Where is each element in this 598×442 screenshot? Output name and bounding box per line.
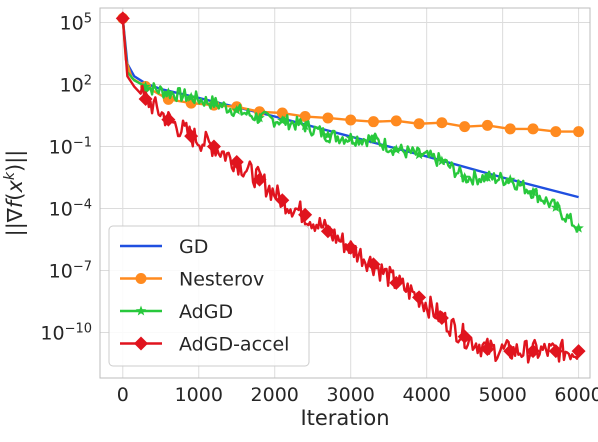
data-point-adgd-accel: [343, 240, 358, 255]
legend-box: [108, 225, 310, 367]
legend-item-gd: GD: [120, 236, 208, 258]
data-point-adgd-accel: [366, 257, 381, 272]
data-point-adgd-accel: [526, 344, 541, 359]
data-point-nesterov: [527, 123, 539, 135]
data-point-adgd: [368, 133, 379, 144]
data-point-adgd: [573, 222, 584, 233]
data-point-adgd: [299, 120, 311, 131]
data-point-adgd: [413, 149, 425, 160]
data-point-nesterov: [504, 123, 516, 135]
data-point-nesterov: [322, 112, 334, 124]
data-point-nesterov: [436, 117, 448, 129]
data-point-adgd-accel: [298, 207, 313, 222]
data-point-adgd-accel: [389, 275, 404, 290]
legend-label: AdGD-accel: [179, 334, 289, 356]
data-point-adgd: [185, 91, 197, 102]
data-point-adgd-accel: [115, 11, 130, 26]
data-point-adgd: [527, 186, 539, 197]
series-adgd: [117, 12, 584, 233]
data-point-adgd: [505, 174, 516, 185]
legend: GD Nesterov AdGD AdGD-accel: [108, 225, 310, 367]
series-layer: [115, 11, 586, 364]
x-tick-label: 2000: [251, 384, 299, 406]
legend-marker: [135, 305, 147, 316]
data-point-nesterov: [367, 116, 379, 128]
x-tick-label: 6000: [554, 384, 598, 406]
data-point-adgd-accel: [412, 290, 427, 305]
y-tick-label: 105: [60, 11, 92, 35]
data-point-adgd: [208, 97, 220, 108]
grid: [100, 8, 590, 378]
data-point-nesterov: [573, 126, 585, 138]
data-point-adgd-accel: [457, 329, 472, 344]
data-point-adgd: [345, 132, 356, 143]
data-point-adgd-accel: [320, 224, 335, 239]
y-tick-label: 10−7: [49, 259, 92, 283]
legend-item-adgd-accel: AdGD-accel: [120, 334, 289, 356]
data-point-adgd-accel: [206, 139, 221, 154]
x-tick-label: 0: [117, 384, 129, 406]
series-nesterov: [117, 12, 585, 138]
y-tick-label: 10−1: [49, 135, 92, 159]
legend-label: AdGD: [179, 301, 233, 323]
data-point-adgd-accel: [480, 342, 495, 357]
data-point-adgd: [482, 172, 493, 182]
data-point-adgd: [550, 201, 562, 212]
x-tick-label: 3000: [327, 384, 375, 406]
data-point-adgd-accel: [252, 172, 267, 187]
data-point-adgd-accel: [161, 112, 176, 127]
x-axis-label: Iteration: [300, 406, 389, 430]
x-tick-label: 1000: [175, 384, 223, 406]
data-point-nesterov: [550, 126, 562, 138]
data-point-adgd: [140, 81, 151, 91]
data-point-nesterov: [481, 119, 493, 131]
data-point-adgd: [277, 115, 288, 126]
data-point-adgd: [391, 144, 402, 155]
data-point-adgd: [163, 87, 174, 98]
series-adgd-accel: [115, 11, 586, 364]
tick-labels: 0 1000 2000 3000 4000 5000 6000 10−10 10−7 10−4 10…: [40, 11, 598, 406]
data-point-nesterov: [413, 118, 425, 130]
x-tick-label: 5000: [478, 384, 526, 406]
data-point-adgd-accel: [138, 91, 153, 106]
data-point-adgd: [231, 104, 242, 115]
x-tick-label: 4000: [402, 384, 450, 406]
y-tick-label: 10−10: [40, 321, 92, 345]
legend-marker: [135, 273, 147, 284]
data-point-nesterov: [345, 114, 357, 126]
plot-frame: [99, 7, 591, 379]
data-point-adgd-accel: [434, 311, 449, 326]
legend-label: GD: [179, 236, 208, 258]
legend-item-nesterov: Nesterov: [120, 269, 264, 291]
data-point-nesterov: [390, 115, 402, 127]
data-point-adgd-accel: [275, 193, 290, 208]
legend-marker: [134, 336, 148, 351]
data-point-adgd: [459, 172, 470, 182]
y-tick-label: 10−4: [49, 197, 92, 221]
legend-item-adgd: AdGD: [120, 301, 233, 323]
data-point-nesterov: [276, 107, 288, 119]
data-point-adgd: [322, 129, 334, 140]
y-axis-label: ||∇f(xk)||: [2, 150, 28, 237]
data-point-adgd-accel: [229, 154, 244, 169]
data-point-adgd-accel: [548, 344, 563, 359]
data-point-adgd-accel: [571, 344, 586, 359]
legend-label: Nesterov: [179, 269, 264, 291]
data-point-adgd: [436, 155, 448, 166]
data-point-adgd-accel: [184, 129, 199, 144]
data-point-nesterov: [299, 111, 311, 123]
y-tick-label: 102: [60, 73, 92, 97]
data-point-adgd: [254, 112, 265, 123]
data-point-nesterov: [459, 121, 471, 133]
data-point-adgd-accel: [503, 344, 518, 359]
